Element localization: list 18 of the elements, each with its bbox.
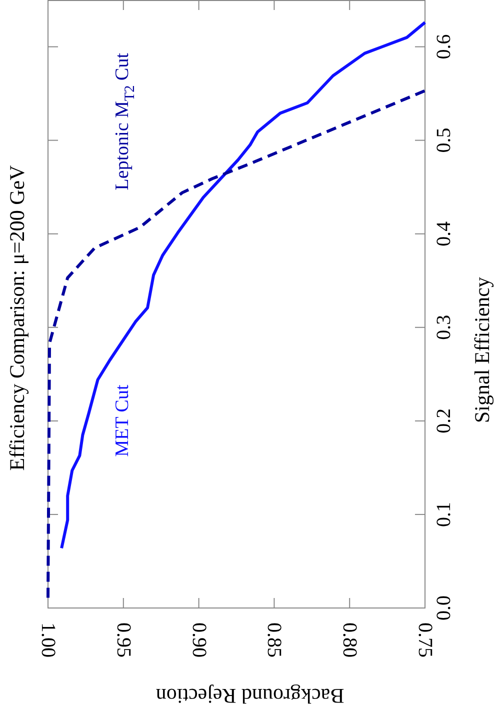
y-tick-label: 0.3 [433, 314, 455, 340]
x-axis-title: Background Rejection [155, 684, 344, 708]
line-series [60, 20, 426, 550]
x-tick-label: 0.85 [263, 622, 286, 658]
text: Efficiency Comparison: μ=200 GeV [5, 165, 29, 471]
x-tick-label: 0.75 [414, 622, 436, 658]
x-tick-label: 1.00 [37, 622, 59, 658]
y-tick-label: 0.1 [433, 502, 455, 527]
y-tick-label: 0.6 [433, 34, 455, 60]
x-tick-label: 0.80 [338, 622, 361, 658]
x-tick-label: 0.95 [112, 622, 134, 658]
y-tick-label: 0.4 [433, 221, 455, 246]
y-tick-label: 0.0 [433, 596, 455, 620]
x-tick-label: 0.90 [188, 622, 210, 658]
text: MET Cut [111, 384, 132, 457]
y-axis-title: Signal Efficiency [470, 276, 494, 423]
y-tick-label: 0.5 [433, 128, 455, 153]
y-tick-label: 0.2 [433, 408, 455, 434]
